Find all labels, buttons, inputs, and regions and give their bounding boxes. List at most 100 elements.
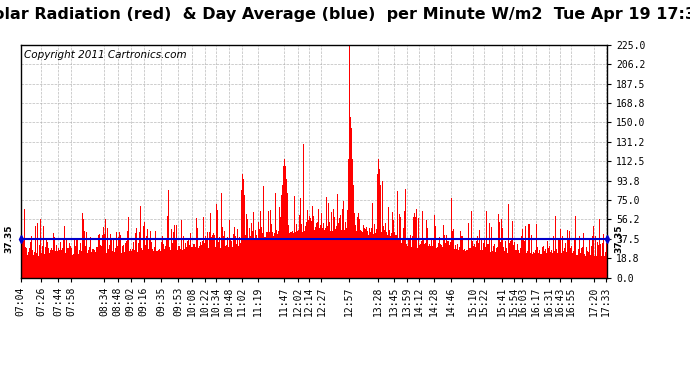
Bar	[487, 244, 488, 278]
Bar	[409, 238, 410, 278]
Bar	[448, 241, 449, 278]
Bar	[495, 252, 496, 278]
Bar	[595, 236, 596, 278]
Bar	[521, 236, 522, 278]
Bar	[101, 235, 103, 278]
Bar	[74, 240, 75, 278]
Bar	[151, 242, 152, 278]
Bar	[206, 238, 207, 278]
Bar	[284, 159, 285, 278]
Bar	[240, 243, 241, 278]
Bar	[388, 207, 389, 278]
Bar	[150, 231, 151, 278]
Bar	[604, 256, 605, 278]
Bar	[466, 250, 468, 278]
Bar	[526, 253, 527, 278]
Bar	[342, 209, 343, 278]
Bar	[426, 228, 428, 278]
Bar	[502, 228, 503, 278]
Bar	[570, 248, 571, 278]
Bar	[504, 251, 505, 278]
Bar	[525, 226, 526, 278]
Bar	[153, 251, 154, 278]
Bar	[138, 243, 139, 278]
Bar	[435, 226, 436, 278]
Bar	[262, 233, 263, 278]
Bar	[58, 248, 59, 278]
Bar	[375, 232, 376, 278]
Bar	[423, 237, 424, 278]
Bar	[408, 240, 409, 278]
Bar	[282, 184, 283, 278]
Bar	[457, 244, 458, 278]
Bar	[474, 244, 475, 278]
Bar	[581, 248, 582, 278]
Bar	[366, 227, 367, 278]
Bar	[235, 236, 236, 278]
Text: Copyright 2011 Cartronics.com: Copyright 2011 Cartronics.com	[23, 50, 186, 60]
Bar	[330, 231, 331, 278]
Bar	[122, 246, 123, 278]
Bar	[180, 249, 181, 278]
Bar	[33, 255, 34, 278]
Bar	[253, 212, 255, 278]
Bar	[512, 221, 513, 278]
Bar	[56, 245, 57, 278]
Bar	[493, 244, 495, 278]
Bar	[201, 245, 202, 278]
Bar	[320, 225, 322, 278]
Bar	[96, 247, 97, 278]
Bar	[501, 219, 502, 278]
Bar	[250, 223, 252, 278]
Bar	[461, 236, 462, 278]
Bar	[129, 251, 130, 278]
Bar	[355, 225, 356, 278]
Bar	[572, 253, 573, 278]
Bar	[119, 232, 120, 278]
Bar	[531, 236, 532, 278]
Bar	[216, 204, 217, 278]
Bar	[232, 247, 233, 278]
Bar	[405, 189, 406, 278]
Bar	[210, 237, 212, 278]
Bar	[246, 214, 247, 278]
Bar	[289, 232, 290, 278]
Bar	[103, 226, 104, 278]
Bar	[200, 242, 201, 278]
Bar	[499, 222, 500, 278]
Bar	[333, 231, 335, 278]
Bar	[165, 246, 166, 278]
Bar	[532, 254, 533, 278]
Bar	[164, 249, 165, 278]
Bar	[566, 252, 567, 278]
Bar	[95, 252, 96, 278]
Bar	[249, 228, 250, 278]
Bar	[508, 204, 509, 278]
Bar	[166, 240, 167, 278]
Bar	[565, 243, 566, 278]
Bar	[530, 253, 531, 278]
Bar	[161, 242, 162, 278]
Bar	[258, 222, 259, 278]
Bar	[557, 253, 558, 278]
Bar	[42, 246, 43, 278]
Bar	[373, 224, 375, 278]
Bar	[338, 223, 339, 278]
Bar	[207, 232, 208, 278]
Bar	[421, 242, 422, 278]
Bar	[452, 231, 453, 278]
Bar	[260, 211, 261, 278]
Bar	[202, 240, 203, 278]
Bar	[580, 253, 581, 278]
Bar	[221, 227, 223, 278]
Bar	[325, 228, 326, 278]
Bar	[204, 243, 205, 278]
Bar	[593, 226, 594, 278]
Bar	[447, 241, 448, 278]
Bar	[97, 246, 98, 278]
Bar	[252, 231, 253, 278]
Bar	[592, 236, 593, 278]
Bar	[69, 243, 70, 278]
Bar	[317, 209, 319, 278]
Bar	[44, 254, 45, 278]
